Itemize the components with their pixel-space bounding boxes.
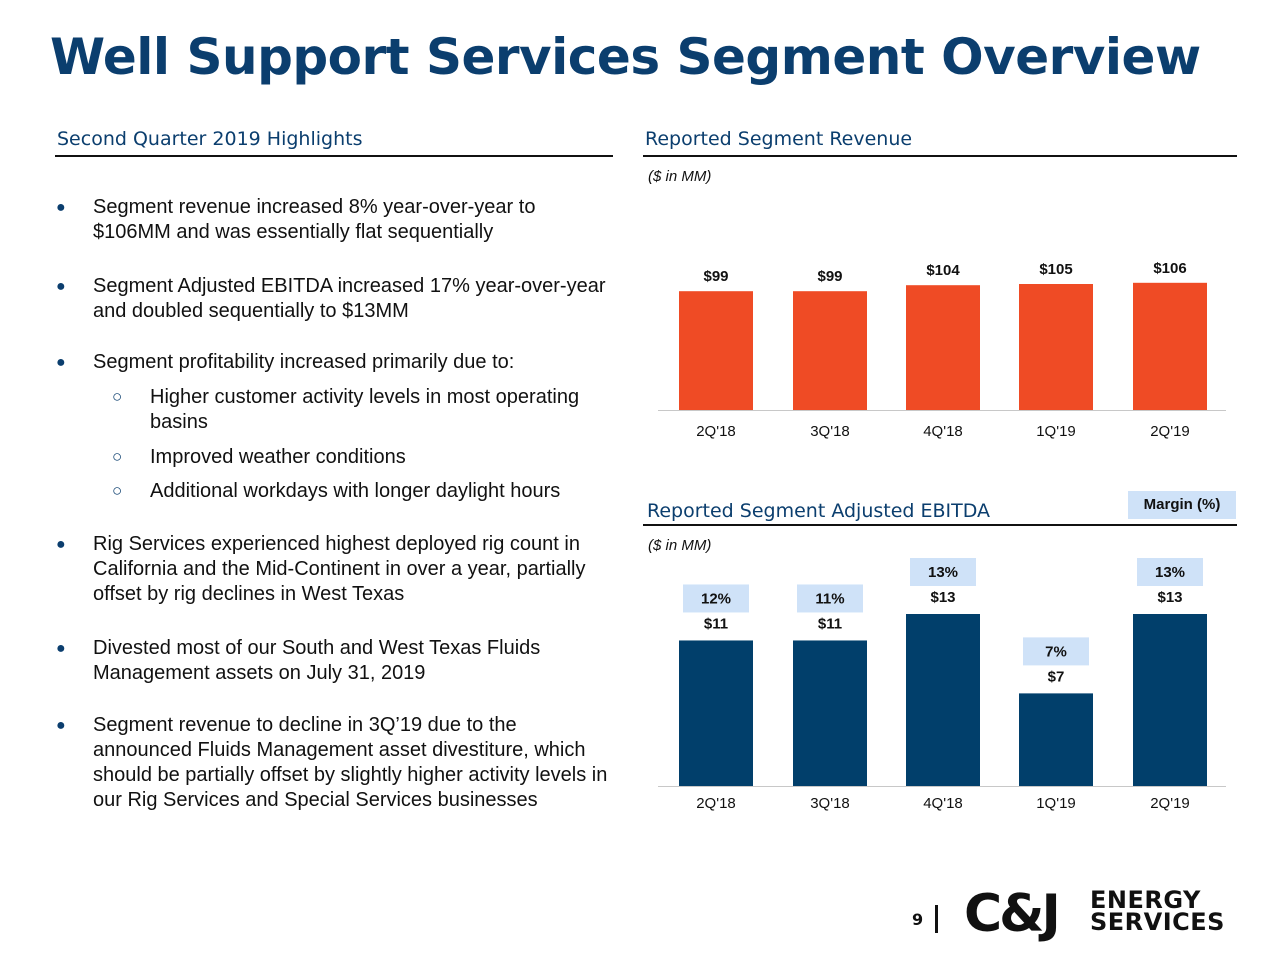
margin-badge xyxy=(910,558,976,586)
ebitda-chart: $11 12% 2Q'18 $11 11% 3Q'18 $13 13% 4Q'18 $7 7% 1Q'… xyxy=(658,558,1226,812)
bullet-text: Divested most of our South and West Texa… xyxy=(93,637,541,684)
margin-label: 13% xyxy=(928,564,958,581)
bullet-dot-icon: ● xyxy=(56,536,66,553)
bullet-text: Rig Services experienced highest deploye… xyxy=(93,533,586,605)
bullet-text: Segment profitability increased primaril… xyxy=(93,351,515,373)
bullet-dot-icon: ● xyxy=(56,354,66,371)
bullet-text: Segment Adjusted EBITDA increased 17% ye… xyxy=(93,275,606,322)
ebitda-unit-note: ($ in MM) xyxy=(648,537,712,554)
highlights-rule xyxy=(55,155,613,157)
hollow-circle-icon: ○ xyxy=(112,481,123,500)
ebitda-heading: Reported Segment Adjusted EBITDA xyxy=(647,500,991,522)
margin-label: 13% xyxy=(1155,564,1185,581)
revenue-bar xyxy=(906,285,980,410)
company-logo-word-services: SERVICES xyxy=(1090,908,1225,936)
revenue-bar xyxy=(1019,284,1093,410)
slide-title: Well Support Services Segment Overview xyxy=(50,28,1201,86)
bullet-text: Segment revenue to decline in 3Q’19 due … xyxy=(93,714,608,811)
margin-label: 11% xyxy=(815,590,844,607)
revenue-heading: Reported Segment Revenue xyxy=(645,128,913,150)
x-tick-label: 2Q'19 xyxy=(1150,423,1190,440)
revenue-bar xyxy=(793,291,867,410)
bullet-text: Segment revenue increased 8% year-over-y… xyxy=(93,196,536,243)
x-tick-label: 3Q'18 xyxy=(810,795,850,812)
revenue-bar xyxy=(1133,282,1207,410)
ebitda-data-label: $13 xyxy=(1157,589,1182,606)
page-number: 9 xyxy=(912,910,924,929)
x-tick-label: 2Q'19 xyxy=(1150,795,1190,812)
ebitda-data-label: $13 xyxy=(930,589,955,606)
x-tick-label: 1Q'19 xyxy=(1036,795,1076,812)
ebitda-data-label: $7 xyxy=(1048,668,1065,685)
ebitda-bar xyxy=(679,640,753,786)
x-tick-label: 3Q'18 xyxy=(810,423,850,440)
revenue-data-label: $99 xyxy=(817,268,842,285)
margin-badge xyxy=(797,584,863,613)
margin-badge xyxy=(1023,637,1089,666)
revenue-unit-note: ($ in MM) xyxy=(648,168,712,185)
bullet-dot-icon: ● xyxy=(56,640,66,657)
ebitda-rule xyxy=(643,524,1237,526)
bullet-dot-icon: ● xyxy=(56,278,66,295)
revenue-data-label: $104 xyxy=(926,262,960,279)
ebitda-bar xyxy=(906,614,980,786)
revenue-chart: $99 2Q'18 $99 3Q'18 $104 4Q'18 $105 1Q'19 $106 2Q… xyxy=(658,260,1226,440)
ebitda-bar xyxy=(1019,693,1093,786)
ebitda-bar xyxy=(793,640,867,786)
ebitda-bar xyxy=(1133,614,1207,786)
hollow-circle-icon: ○ xyxy=(112,447,123,466)
margin-label: 12% xyxy=(701,590,731,607)
ebitda-data-label: $11 xyxy=(818,615,842,632)
margin-badge xyxy=(683,584,749,613)
x-tick-label: 2Q'18 xyxy=(696,423,736,440)
revenue-data-label: $106 xyxy=(1153,260,1186,277)
revenue-rule xyxy=(643,155,1237,157)
highlights-heading: Second Quarter 2019 Highlights xyxy=(57,128,363,150)
sub-bullet-text: Higher customer activity levels in most … xyxy=(150,386,580,433)
company-logo-mark: C&J xyxy=(964,884,1061,944)
x-tick-label: 2Q'18 xyxy=(696,795,736,812)
hollow-circle-icon: ○ xyxy=(112,387,123,406)
page-divider xyxy=(935,905,938,933)
margin-badge xyxy=(1137,558,1203,586)
bullet-dot-icon: ● xyxy=(56,199,66,216)
sub-bullet-text: Improved weather conditions xyxy=(150,446,406,468)
x-tick-label: 4Q'18 xyxy=(923,423,963,440)
revenue-bar xyxy=(679,291,753,410)
bullet-dot-icon: ● xyxy=(56,717,66,734)
revenue-data-label: $105 xyxy=(1039,261,1072,278)
margin-label: 7% xyxy=(1045,643,1067,660)
margin-legend: Margin (%) xyxy=(1128,491,1236,519)
company-logo-word-energy: ENERGY xyxy=(1090,886,1201,914)
sub-bullet-text: Additional workdays with longer daylight… xyxy=(150,480,561,502)
x-tick-label: 1Q'19 xyxy=(1036,423,1076,440)
revenue-data-label: $99 xyxy=(703,268,728,285)
ebitda-data-label: $11 xyxy=(704,615,728,632)
x-tick-label: 4Q'18 xyxy=(923,795,963,812)
